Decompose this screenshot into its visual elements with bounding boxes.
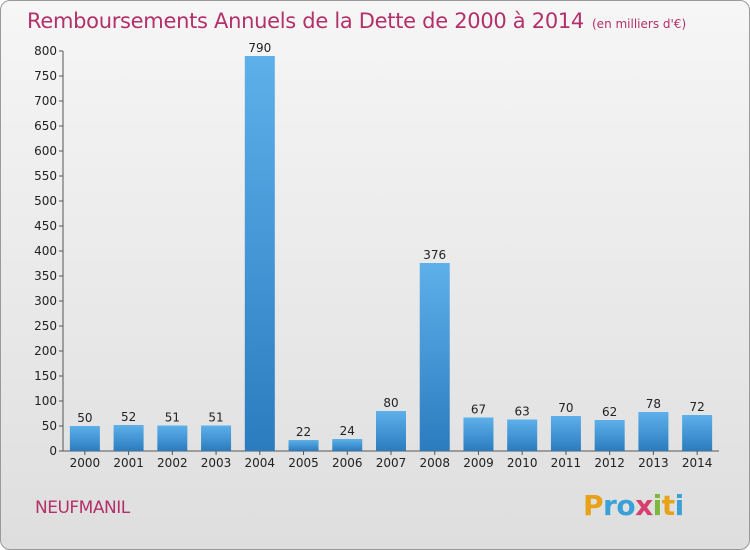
bar-value-label: 80 xyxy=(383,396,398,410)
bar xyxy=(550,416,581,451)
bar-value-label: 22 xyxy=(296,425,311,439)
x-tick-label: 2003 xyxy=(201,456,232,470)
y-tick-label: 350 xyxy=(34,269,57,283)
bar-value-label: 63 xyxy=(515,405,530,419)
y-tick-label: 250 xyxy=(34,319,57,333)
bar-value-label: 62 xyxy=(602,405,617,419)
x-tick-label: 2001 xyxy=(113,456,144,470)
bar-value-label: 52 xyxy=(121,410,136,424)
chart-title-text: Remboursements Annuels de la Dette de 20… xyxy=(27,9,584,33)
logo-letter: i xyxy=(652,489,663,522)
y-tick-label: 150 xyxy=(34,369,57,383)
x-tick-label: 2006 xyxy=(332,456,363,470)
bar xyxy=(113,425,144,451)
bar-value-label: 67 xyxy=(471,403,486,417)
y-tick-label: 750 xyxy=(34,69,57,83)
y-tick-label: 500 xyxy=(34,194,57,208)
y-tick-label: 450 xyxy=(34,219,57,233)
bar xyxy=(594,420,625,451)
bar-value-label: 78 xyxy=(646,397,661,411)
logo-letter: t xyxy=(661,489,675,522)
x-tick-label: 2014 xyxy=(682,456,713,470)
x-tick-label: 2012 xyxy=(594,456,625,470)
bar xyxy=(69,426,100,451)
bar xyxy=(376,411,406,451)
bar-value-label: 72 xyxy=(689,400,704,414)
proxiti-logo: Proxiti xyxy=(583,489,684,522)
logo-letter: i xyxy=(674,489,685,522)
chart-title: Remboursements Annuels de la Dette de 20… xyxy=(27,9,686,33)
bar xyxy=(463,417,494,451)
y-tick-label: 800 xyxy=(34,44,57,58)
x-tick-label: 2007 xyxy=(376,456,407,470)
y-tick-label: 600 xyxy=(34,144,57,158)
x-tick-label: 2002 xyxy=(157,456,188,470)
chart-subtitle: (en milliers d'€) xyxy=(592,17,687,31)
bar xyxy=(244,56,275,451)
bar xyxy=(638,412,669,451)
x-tick-label: 2000 xyxy=(70,456,101,470)
chart-bars: 50 52 51 51 790 22 24 80 376 67 63 70 62 78 72 xyxy=(69,41,713,451)
bar xyxy=(507,419,538,451)
bar-value-label: 70 xyxy=(558,401,573,415)
y-tick-label: 300 xyxy=(34,294,57,308)
y-tick-label: 650 xyxy=(34,119,57,133)
logo-letter: P xyxy=(583,489,604,522)
y-tick-label: 0 xyxy=(49,444,57,458)
city-name: NEUFMANIL xyxy=(35,498,130,518)
x-tick-label: 2013 xyxy=(638,456,669,470)
bar-value-label: 50 xyxy=(77,411,92,425)
x-tick-label: 2009 xyxy=(463,456,494,470)
y-tick-label: 700 xyxy=(34,94,57,108)
x-tick-label: 2011 xyxy=(551,456,582,470)
bar-value-label: 24 xyxy=(340,424,355,438)
x-tick-label: 2005 xyxy=(288,456,319,470)
x-tick-label: 2008 xyxy=(419,456,450,470)
bar-value-label: 51 xyxy=(208,411,223,425)
bar-value-label: 790 xyxy=(248,41,271,55)
y-tick-label: 100 xyxy=(34,394,57,408)
logo-letter: r xyxy=(603,489,617,522)
logo-letter: x xyxy=(635,489,653,522)
bar-value-label: 376 xyxy=(423,248,446,262)
y-tick-label: 400 xyxy=(34,244,57,258)
y-tick-label: 50 xyxy=(42,419,57,433)
y-tick-label: 550 xyxy=(34,169,57,183)
bar xyxy=(419,263,450,451)
x-tick-label: 2004 xyxy=(245,456,276,470)
y-tick-label: 200 xyxy=(34,344,57,358)
logo-letter: o xyxy=(616,489,636,522)
x-tick-label: 2010 xyxy=(507,456,538,470)
bar-value-label: 51 xyxy=(165,411,180,425)
bar xyxy=(201,425,232,451)
bar xyxy=(157,425,188,451)
bar xyxy=(682,415,713,451)
bar xyxy=(288,440,319,451)
bar xyxy=(332,439,363,451)
chart-axes: 0501001502002503003504004505005506006507… xyxy=(34,44,719,470)
